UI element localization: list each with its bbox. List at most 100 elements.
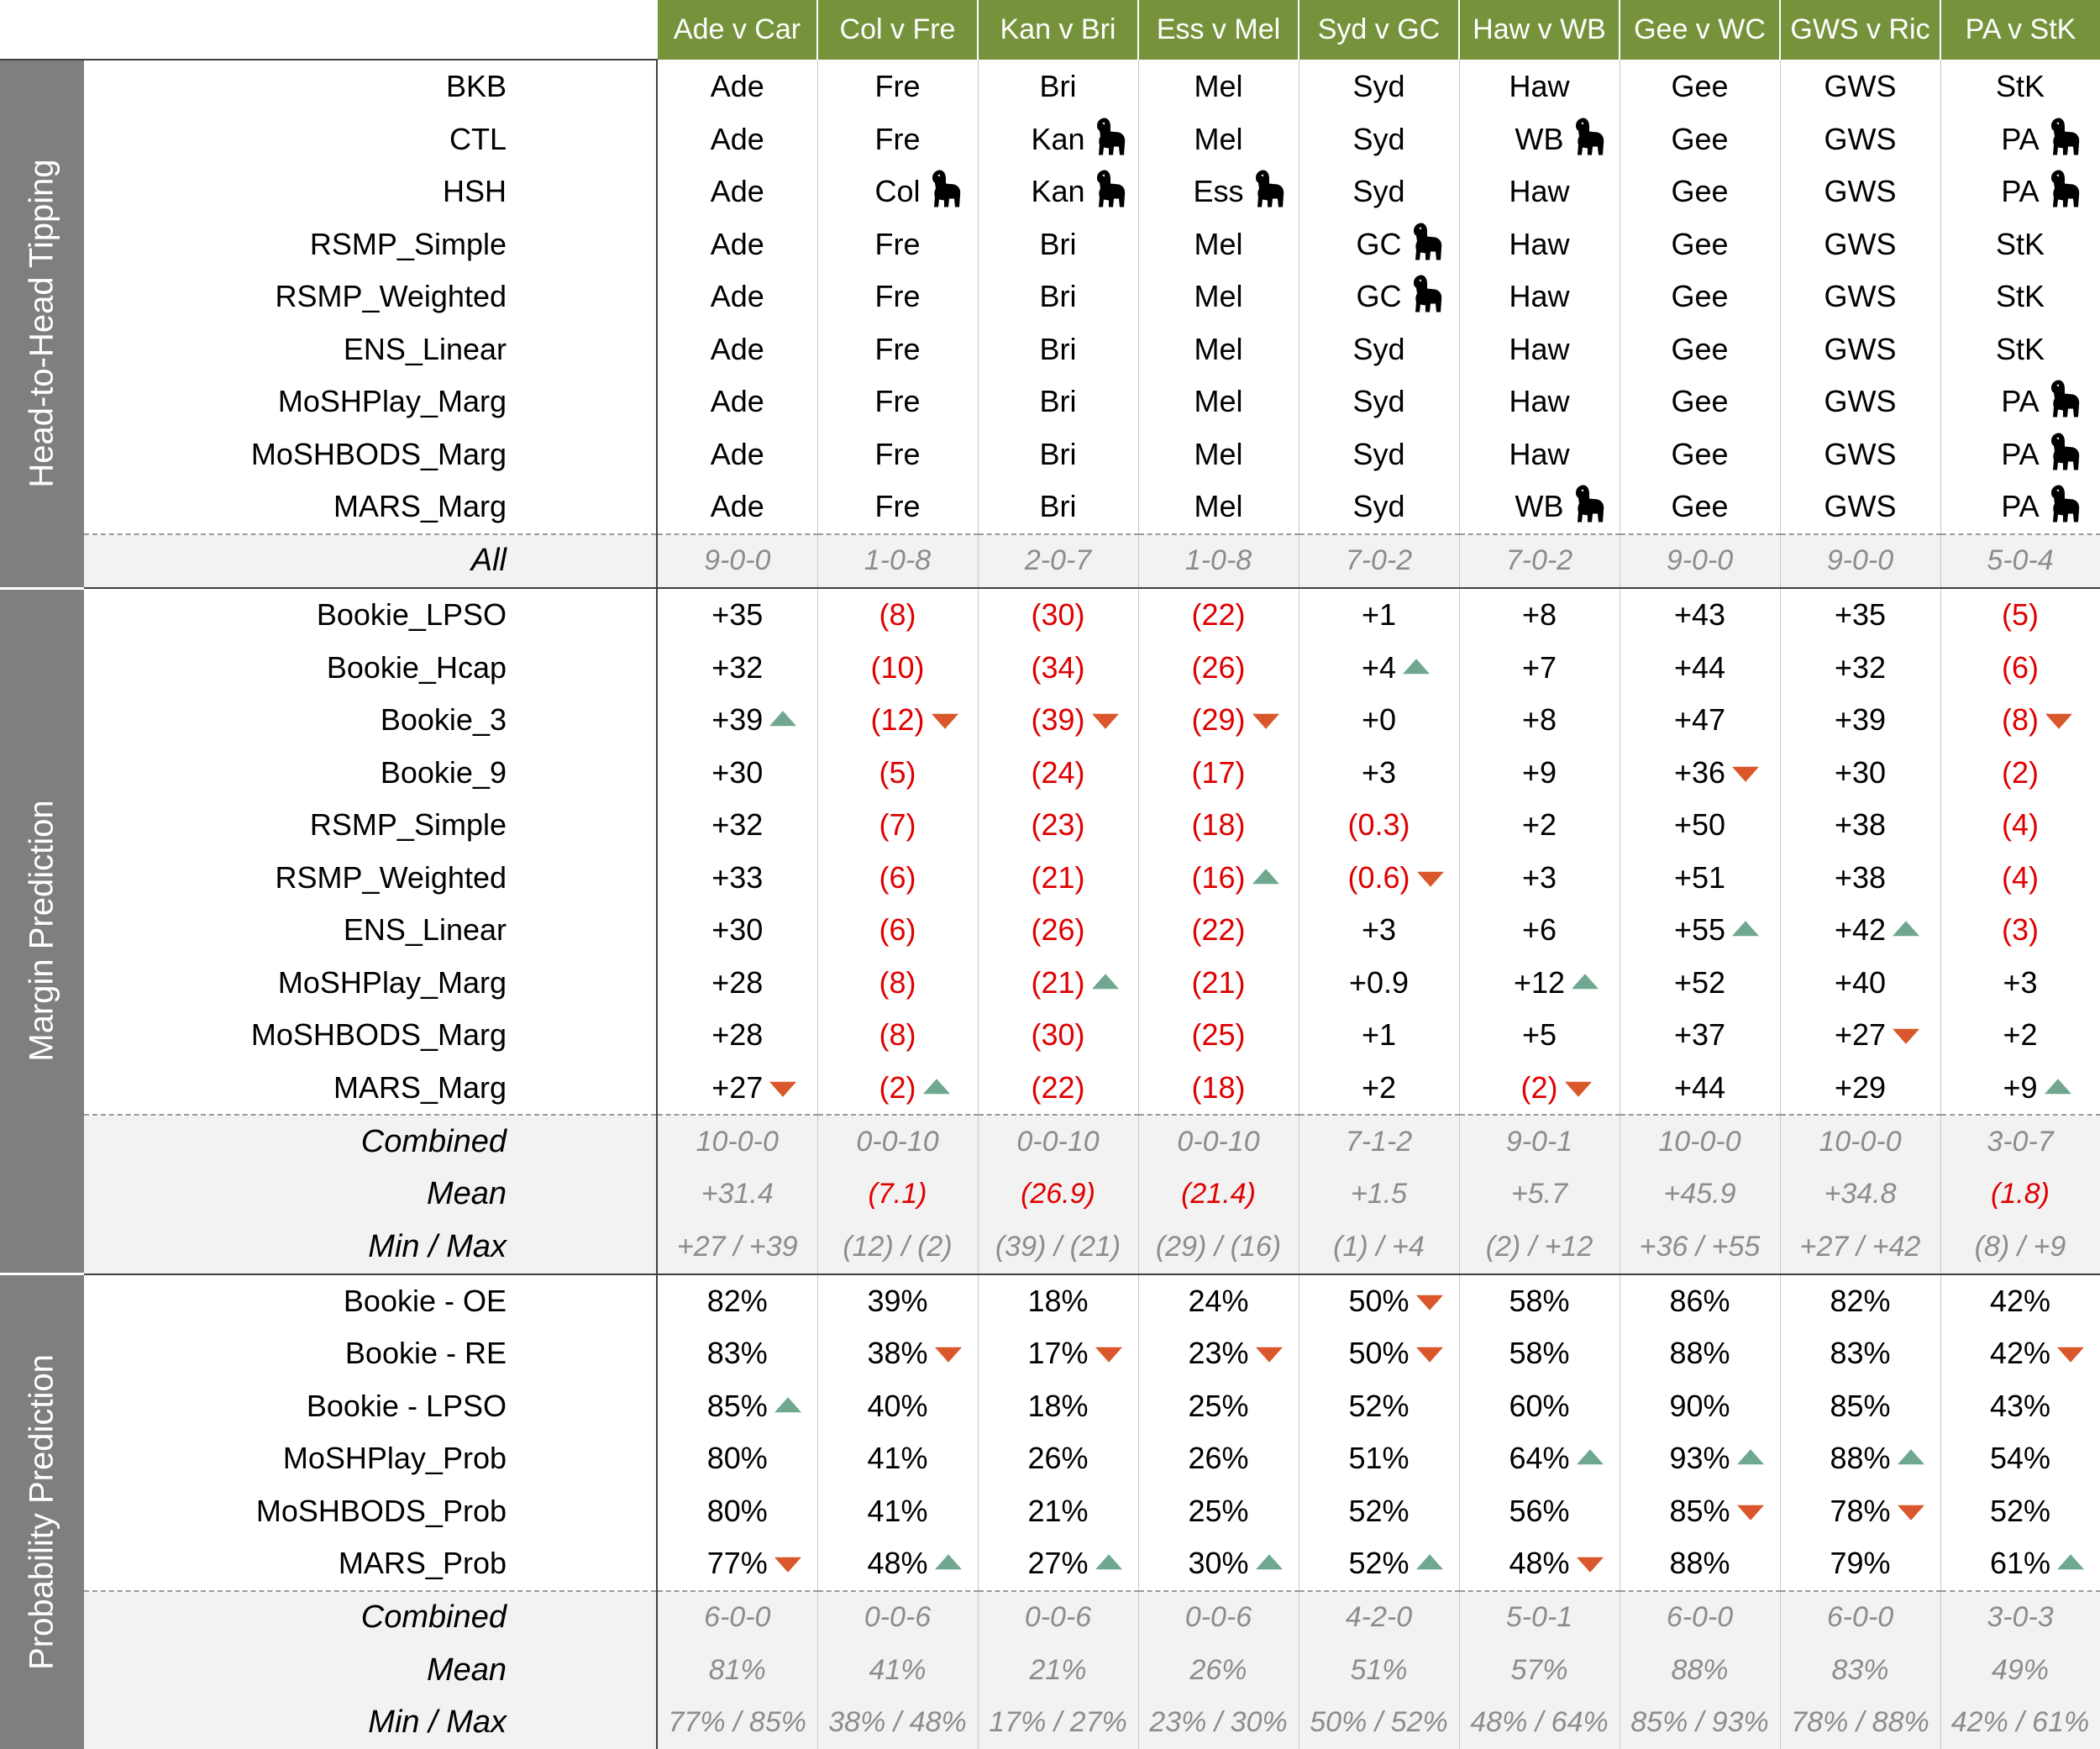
cell-value-wrap: +39 [711,702,763,738]
cell-value: Ade [711,437,764,471]
cell-value: Syd [1352,332,1404,366]
cell-value-wrap: Ade [711,227,764,262]
cell-col-v-fre: 1-0-8 [817,534,978,589]
row-label: Combined [84,1115,657,1169]
cell-value: +43 [1674,597,1725,632]
cell-value-wrap: Fre [875,69,921,104]
row-label: Bookie_9 [84,747,657,800]
cell-value: Mel [1194,384,1242,418]
cell-value: 21% [1027,1494,1088,1528]
cell-ade-v-car: +28 [657,957,817,1010]
cell-value: Bri [1040,489,1077,523]
down-triangle-icon [1893,1029,1919,1044]
cell-value-wrap: +2 [1362,1070,1396,1106]
cell-value-wrap: Mel [1194,437,1242,472]
cell-pa-v-stk: 42% [1940,1327,2100,1380]
table-row: Bookie_3+39(12)(39)(29)+0+8+47+39(8) [0,694,2100,747]
cell-value-wrap: (24) [1031,755,1084,790]
cell-value: WB [1515,489,1564,523]
cell-ade-v-car: +27 / +39 [657,1221,817,1274]
cell-value-wrap: 26% [1027,1441,1088,1476]
up-triangle-icon [1252,869,1279,884]
cell-value: (23) [1031,807,1084,842]
cell-gws-v-ric: 9-0-0 [1780,534,1940,589]
cell-value: GC [1357,227,1402,261]
cell-value: 60% [1509,1389,1569,1423]
cell-value: 9-0-0 [704,544,770,576]
cell-value-wrap: 48% / 64% [1470,1706,1608,1739]
cell-kan-v-bri: 27% [978,1537,1138,1591]
cell-value-wrap: 40% [867,1389,927,1424]
cell-gee-v-wc: +50 [1620,799,1780,852]
cell-ade-v-car: 9-0-0 [657,534,817,589]
cell-pa-v-stk: StK [1940,60,2100,113]
down-triangle-icon [1416,1347,1443,1363]
cell-value: (26) [1191,650,1245,685]
cell-value: 78% [1830,1494,1890,1528]
cell-value: (0.6) [1347,860,1410,895]
cell-syd-v-gc: 52% [1299,1537,1459,1591]
cell-value-wrap: 82% [707,1284,768,1319]
cell-value: 9-0-0 [1667,544,1733,576]
cell-value: +1 [1362,597,1396,632]
cell-value: 82% [707,1284,768,1318]
cell-ess-v-mel: (21) [1138,957,1299,1010]
cell-ade-v-car: 77% / 85% [657,1697,817,1749]
cell-value-wrap: (29) / (16) [1156,1231,1281,1263]
cell-haw-v-wb: 60% [1459,1380,1620,1433]
cell-ess-v-mel: Mel [1138,376,1299,428]
cell-value-wrap: 26% [1189,1654,1247,1687]
cell-value: 77% [707,1546,768,1580]
header-blank [0,0,657,60]
cell-haw-v-wb: 58% [1459,1327,1620,1380]
cell-value-wrap: 81% [709,1654,766,1687]
cell-haw-v-wb: +6 [1459,904,1620,957]
cell-ess-v-mel: 23% / 30% [1138,1697,1299,1749]
cell-ade-v-car: Ade [657,218,817,271]
down-triangle-icon [1732,767,1759,782]
cell-ess-v-mel: 0-0-6 [1138,1591,1299,1645]
cell-value-wrap: +0 [1362,702,1396,738]
cell-value-wrap: 52% [1348,1494,1409,1529]
cell-syd-v-gc: 51% [1299,1432,1459,1485]
cell-value-wrap: (29) [1191,702,1245,738]
cell-value-wrap: Ade [711,384,764,419]
up-triangle-icon [1737,1449,1764,1464]
cell-value: +38 [1835,860,1886,895]
cell-value: StK [1996,227,2045,261]
cell-value: 93% [1669,1441,1730,1475]
cell-value-wrap: 7-0-2 [1506,544,1572,577]
cell-value: (30) [1031,1017,1084,1052]
cell-kan-v-bri: 21% [978,1644,1138,1697]
cell-value: 0-0-10 [856,1126,938,1158]
cell-kan-v-bri: Bri [978,323,1138,376]
cell-ade-v-car: 10-0-0 [657,1115,817,1169]
cell-value: 10-0-0 [1658,1126,1740,1158]
cell-value-wrap: 83% [1830,1336,1890,1371]
cell-value: +38 [1835,807,1886,842]
cell-value-wrap: Gee [1671,122,1728,157]
cell-value: +3 [1362,912,1396,947]
cell-ade-v-car: 6-0-0 [657,1591,817,1645]
cell-ade-v-car: Ade [657,113,817,166]
cell-ade-v-car: +32 [657,642,817,695]
cell-value-wrap: 85% [1669,1494,1730,1529]
cell-value-wrap: 4-2-0 [1346,1601,1412,1634]
cell-haw-v-wb: Haw [1459,165,1620,218]
cell-value-wrap: +44 [1674,1070,1725,1106]
cell-value: StK [1996,69,2045,103]
cell-gee-v-wc: +47 [1620,694,1780,747]
cell-haw-v-wb: 57% [1459,1644,1620,1697]
cell-value-wrap: Gee [1671,279,1728,314]
underdog-icon [1410,221,1444,263]
cell-value: (8) [879,965,916,1000]
cell-value: 85% / 93% [1630,1706,1768,1738]
cell-value: (24) [1031,755,1084,790]
cell-value-wrap: +3 [1522,860,1557,896]
cell-value: +28 [711,1017,763,1052]
